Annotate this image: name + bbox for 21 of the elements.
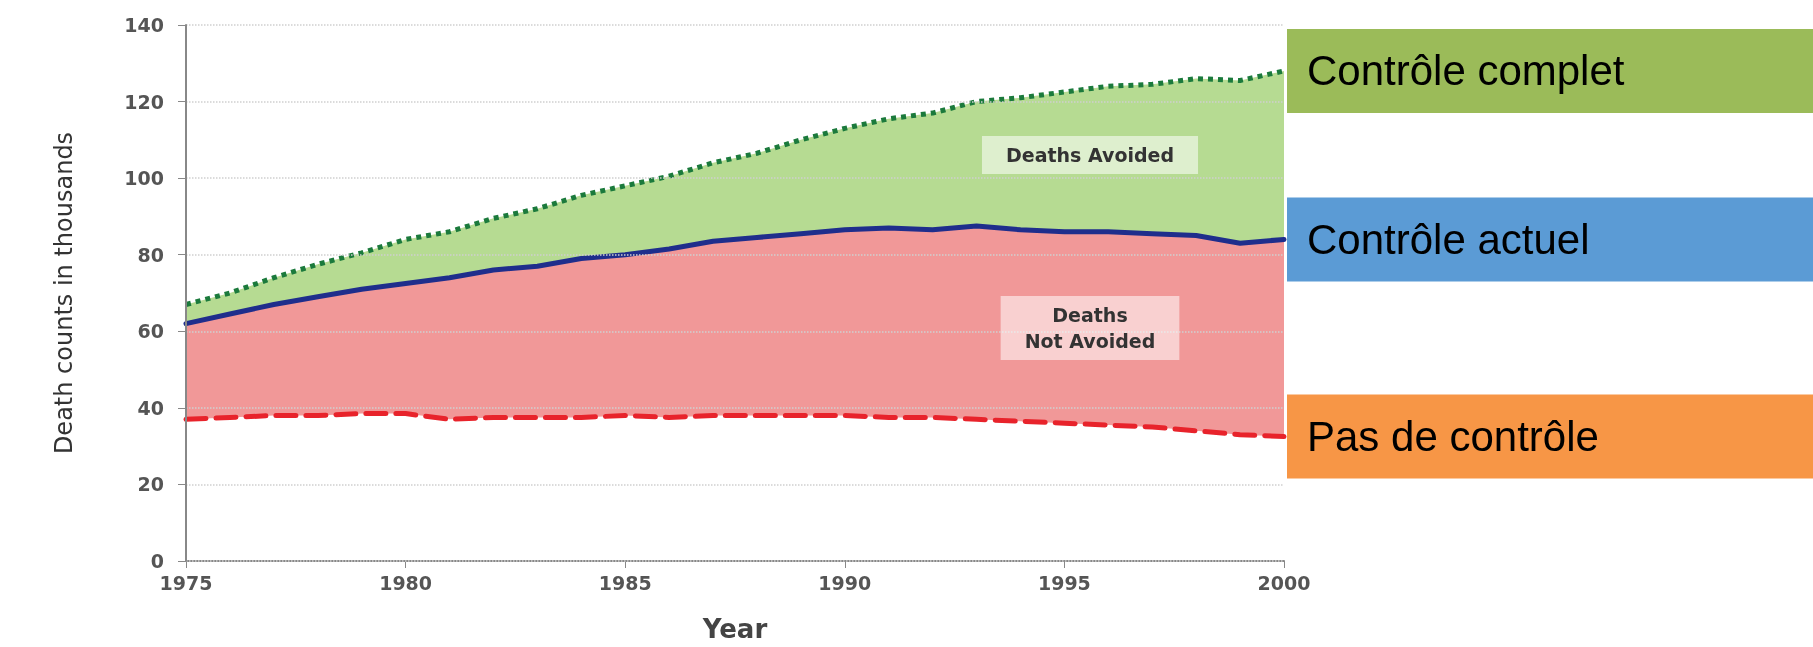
annotation: Deaths Avoided bbox=[1005, 144, 1175, 166]
x-axis-title: Year bbox=[701, 614, 768, 644]
x-tick-label: 1985 bbox=[598, 571, 652, 594]
x-tick-label: 1980 bbox=[379, 571, 433, 594]
series-label: Pas de contrôle bbox=[1307, 413, 1599, 461]
x-tick-label: 2000 bbox=[1257, 571, 1311, 594]
annotation: Deaths Not Avoided bbox=[1024, 304, 1156, 352]
x-tick-label: 1975 bbox=[159, 571, 213, 594]
y-tick-label: 60 bbox=[137, 320, 164, 343]
y-tick-label: 120 bbox=[124, 90, 164, 113]
y-tick-label: 140 bbox=[124, 14, 164, 36]
y-tick-label: 20 bbox=[137, 473, 164, 496]
series-label: Contrôle actuel bbox=[1307, 215, 1590, 263]
series-label: Contrôle complet bbox=[1307, 47, 1625, 95]
x-tick-label: 1995 bbox=[1037, 571, 1091, 594]
x-tick-label: 1990 bbox=[818, 571, 872, 594]
y-axis-title: Death counts in thousands bbox=[50, 131, 78, 455]
y-tick-label: 40 bbox=[137, 396, 164, 419]
y-tick-label: 80 bbox=[137, 243, 164, 266]
y-tick-label: 0 bbox=[150, 550, 164, 572]
y-tick-label: 100 bbox=[124, 167, 164, 190]
